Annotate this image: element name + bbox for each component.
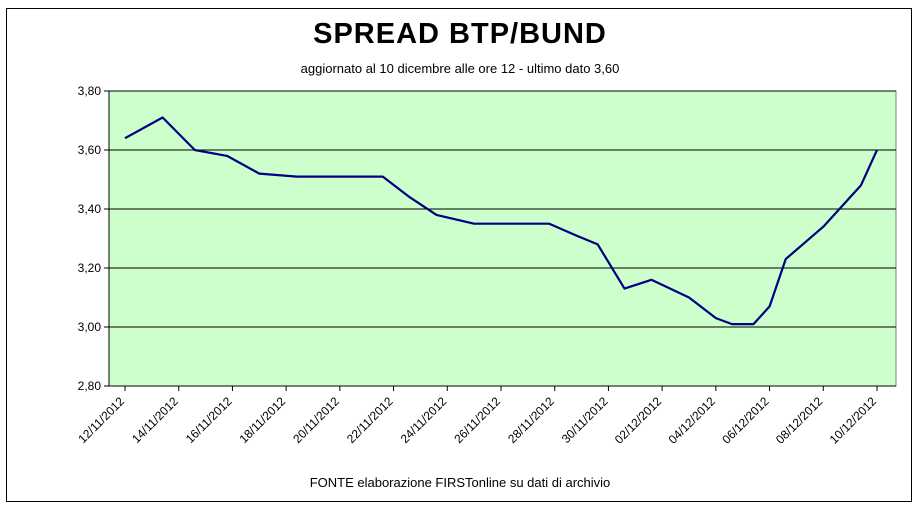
x-tick-label: 24/11/2012 bbox=[398, 394, 450, 446]
y-tick-label: 3,00 bbox=[78, 320, 102, 334]
x-tick-label: 16/11/2012 bbox=[183, 394, 235, 446]
chart-subtitle: aggiornato al 10 dicembre alle ore 12 - … bbox=[300, 61, 620, 76]
x-tick-label: 04/12/2012 bbox=[666, 394, 719, 447]
x-tick-label: 26/11/2012 bbox=[451, 394, 503, 446]
x-tick-label: 30/11/2012 bbox=[559, 394, 611, 446]
x-tick-label: 10/12/2012 bbox=[827, 394, 880, 447]
x-tick-label: 02/12/2012 bbox=[612, 394, 665, 447]
chart-source: FONTE elaborazione FIRSTonline su dati d… bbox=[309, 475, 611, 490]
x-tick-label: 06/12/2012 bbox=[719, 394, 772, 447]
x-tick-label: 22/11/2012 bbox=[344, 394, 396, 446]
x-tick-label: 08/12/2012 bbox=[773, 394, 826, 447]
plot-area: 2,80 3,00 3,20 3,40 3,60 3,80 12/11/2012 14/11/… bbox=[75, 84, 897, 447]
x-tick-label: 20/11/2012 bbox=[290, 394, 342, 446]
x-tick-label: 14/11/2012 bbox=[129, 394, 181, 446]
x-tick-label: 12/11/2012 bbox=[75, 394, 127, 446]
plot-background bbox=[108, 90, 897, 387]
y-tick-label: 3,20 bbox=[78, 261, 102, 275]
series-line bbox=[124, 116, 879, 326]
chart-title: SPREAD BTP/BUND bbox=[313, 18, 607, 50]
x-tick-label: 28/11/2012 bbox=[505, 394, 557, 446]
y-tick-label: 3,80 bbox=[78, 84, 102, 98]
y-tick-label: 3,40 bbox=[78, 202, 102, 216]
x-tick-label: 18/11/2012 bbox=[237, 394, 289, 446]
y-tick-label: 2,80 bbox=[78, 379, 102, 393]
y-tick-label: 3,60 bbox=[78, 143, 102, 157]
